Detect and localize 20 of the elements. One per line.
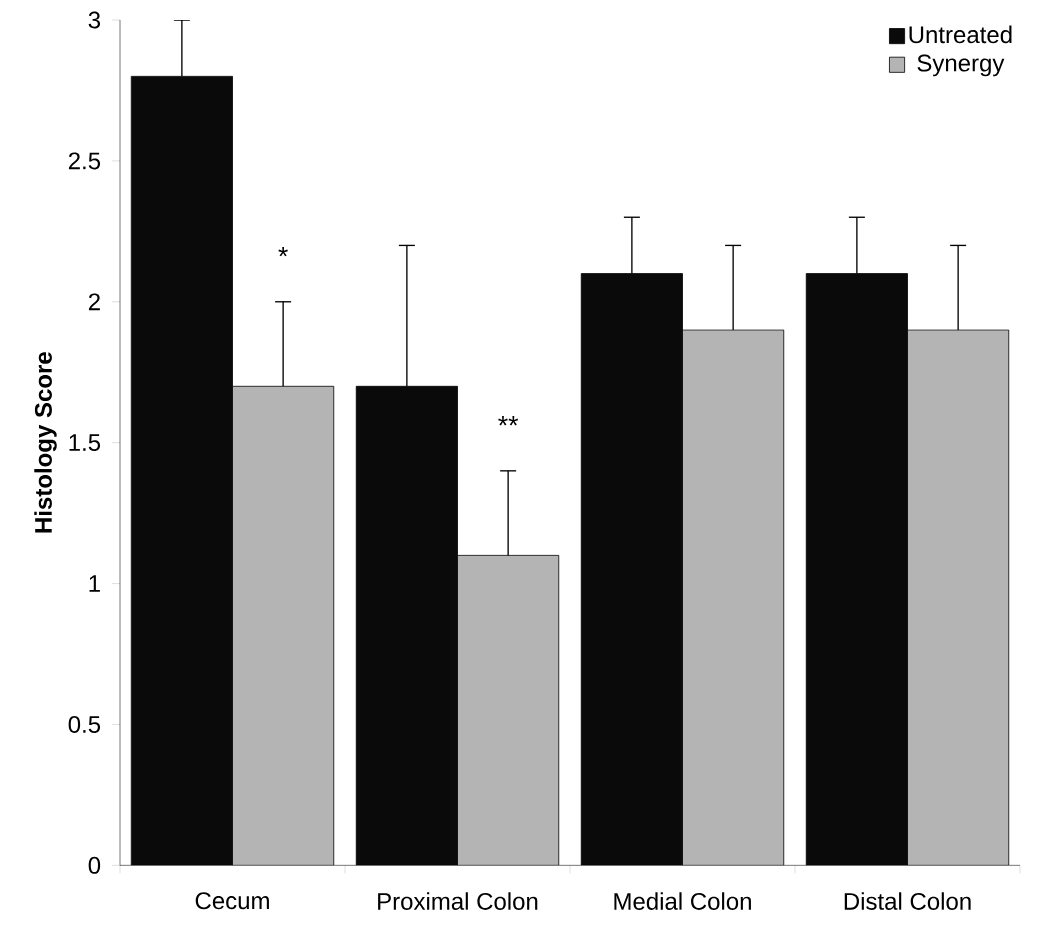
x-tick-label: Cecum bbox=[195, 892, 269, 910]
x-tick-label: Medial Colon bbox=[614, 892, 751, 910]
legend-label: Synergy bbox=[917, 54, 1005, 77]
bar bbox=[457, 554, 560, 866]
legend-label: Untreated bbox=[909, 25, 1012, 44]
bar bbox=[907, 329, 1010, 866]
y-tick-label: 0.5 bbox=[68, 715, 101, 733]
y-tick-label: 3 bbox=[88, 11, 101, 29]
x-tick-label: Distal Colon bbox=[844, 892, 971, 910]
y-tick-label: 1.5 bbox=[69, 434, 101, 452]
bar bbox=[682, 329, 785, 866]
annotation: * bbox=[278, 246, 288, 257]
x-tick-label: Proximal Colon bbox=[378, 892, 538, 910]
y-tick-label: 0 bbox=[88, 856, 101, 874]
bar bbox=[232, 385, 335, 866]
y-tick-label: 2 bbox=[88, 293, 100, 311]
y-tick-label: 2.5 bbox=[68, 152, 101, 170]
y-axis-title: Histology Score bbox=[34, 352, 57, 533]
annotation: ** bbox=[498, 416, 519, 426]
y-tick-label: 1 bbox=[89, 575, 100, 592]
